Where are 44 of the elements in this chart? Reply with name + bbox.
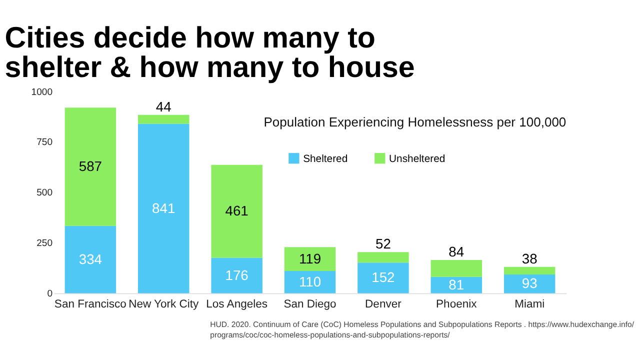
x-tick-label: Denver [365, 298, 402, 311]
text: HUD. 2020. Continuum of Care (CoC) Homeless Populations and Subpopulations Reports . https://www.hudexchange.info/programs/coc/coc-homeless-populations-and-subpopulations-reports/ [210, 320, 635, 340]
bar [138, 114, 190, 124]
legend-label: Sheltered [303, 154, 348, 165]
x-tick-label: San Diego [284, 298, 336, 311]
x-tick-label: Miami [514, 298, 545, 311]
y-tick-label: 1000 [31, 86, 53, 98]
data-label: 38 [522, 250, 538, 266]
x-tick-label: Phoenix [436, 298, 478, 311]
bar [284, 247, 336, 272]
bar [211, 258, 262, 294]
bar [358, 252, 409, 263]
bar [138, 124, 190, 294]
x-tick-label: New York City [128, 298, 200, 311]
y-tick-label: 0 [47, 288, 53, 300]
bar [504, 274, 556, 294]
y-tick-label: 500 [36, 188, 53, 199]
bar [504, 266, 556, 274]
x-tick-label: San Francisco [54, 298, 126, 311]
x-tick-label: Los Angeles [206, 298, 268, 311]
data-label: 176 [225, 266, 249, 283]
y-tick-label: 250 [36, 238, 53, 249]
y-tick-label: 750 [36, 137, 53, 148]
chart-title: Cities decide how many to shelter & how many to house [4, 21, 415, 84]
data-label: 84 [448, 244, 464, 260]
data-label: 93 [522, 275, 538, 292]
legend-label: Unsheltered [389, 154, 446, 165]
bar [64, 108, 116, 226]
data-label: 152 [372, 269, 396, 286]
bar [64, 226, 116, 294]
data-label: 119 [298, 250, 322, 266]
data-label: 110 [298, 273, 322, 290]
data-label: 52 [375, 236, 392, 252]
bar [211, 164, 262, 258]
data-label: 44 [156, 98, 172, 114]
data-label: 841 [152, 200, 176, 216]
data-label: 334 [78, 250, 102, 267]
data-label: 587 [78, 158, 102, 174]
text: Population Experiencing Homelessness per 100,000 [264, 114, 566, 130]
data-label: 461 [225, 202, 249, 219]
bar [284, 271, 336, 294]
bar [430, 260, 482, 277]
bar [358, 262, 409, 294]
data-label: 81 [448, 276, 464, 292]
